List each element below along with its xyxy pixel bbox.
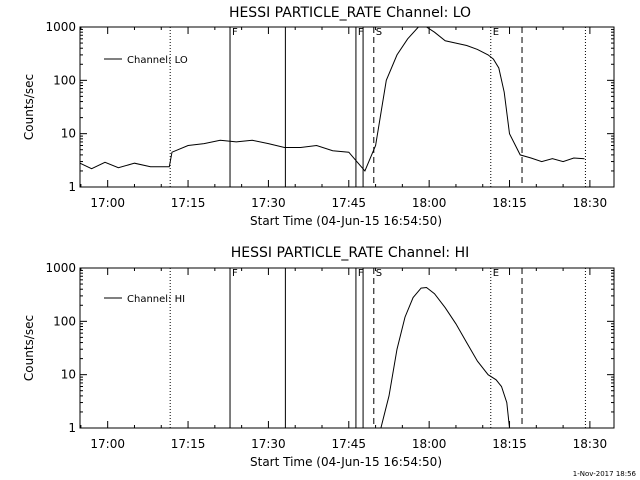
event-label: F: [358, 268, 364, 279]
y-tick-label: 100: [53, 73, 76, 87]
legend-label: Channel: LO: [127, 55, 188, 66]
event-label: S: [376, 27, 382, 38]
y-tick-label: 1: [68, 421, 76, 435]
legend-label: Channel: HI: [127, 294, 185, 305]
y-tick-label: 10: [61, 368, 76, 382]
x-tick-label: 17:30: [251, 196, 286, 210]
y-tick-label: 100: [53, 314, 76, 328]
series-line-lo: [79, 26, 585, 172]
x-tick-label: 17:00: [90, 196, 125, 210]
event-label: F: [232, 268, 238, 279]
panel-lo: HESSI PARTICLE_RATE Channel: LO Counts/s…: [22, 5, 615, 228]
plot-frame: [79, 267, 615, 429]
tick-group: 1 10 100 1000 17:00 17:15 17:30 17:45 18:00 18:15…: [45, 20, 614, 210]
x-axis-label: Start Time (04-Jun-15 16:54:50): [250, 214, 442, 228]
x-tick-label: 17:30: [251, 437, 286, 451]
x-tick-label: 18:30: [573, 437, 608, 451]
y-tick-label: 1000: [45, 20, 76, 34]
chart-title: HESSI PARTICLE_RATE Channel: HI: [231, 245, 469, 261]
plot-frame: [79, 26, 615, 188]
footer-timestamp: 1-Nov-2017 18:56: [573, 470, 637, 478]
y-axis-label: Counts/sec: [22, 74, 36, 140]
x-tick-label: 18:00: [412, 437, 447, 451]
x-tick-label: 17:45: [331, 437, 366, 451]
x-tick-label: 18:30: [573, 196, 608, 210]
x-tick-label: 18:15: [492, 437, 527, 451]
panel-hi: HESSI PARTICLE_RATE Channel: HI Counts/s…: [22, 245, 615, 469]
y-axis-label: Counts/sec: [22, 315, 36, 381]
y-tick-label: 1: [68, 180, 76, 194]
event-label: E: [493, 27, 499, 38]
event-label: E: [493, 268, 499, 279]
x-tick-label: 17:45: [331, 196, 366, 210]
x-tick-label: 18:00: [412, 196, 447, 210]
x-tick-label: 17:15: [171, 196, 206, 210]
chart-title: HESSI PARTICLE_RATE Channel: LO: [229, 5, 471, 21]
y-tick-label: 1000: [45, 261, 76, 275]
x-tick-label: 17:15: [171, 437, 206, 451]
x-tick-label: 17:00: [90, 437, 125, 451]
event-label: F: [358, 27, 364, 38]
x-tick-label: 18:15: [492, 196, 527, 210]
series-line-hi: [380, 286, 510, 429]
event-label: F: [232, 27, 238, 38]
y-tick-label: 10: [61, 127, 76, 141]
x-axis-label: Start Time (04-Jun-15 16:54:50): [250, 455, 442, 469]
event-label: S: [376, 268, 382, 279]
